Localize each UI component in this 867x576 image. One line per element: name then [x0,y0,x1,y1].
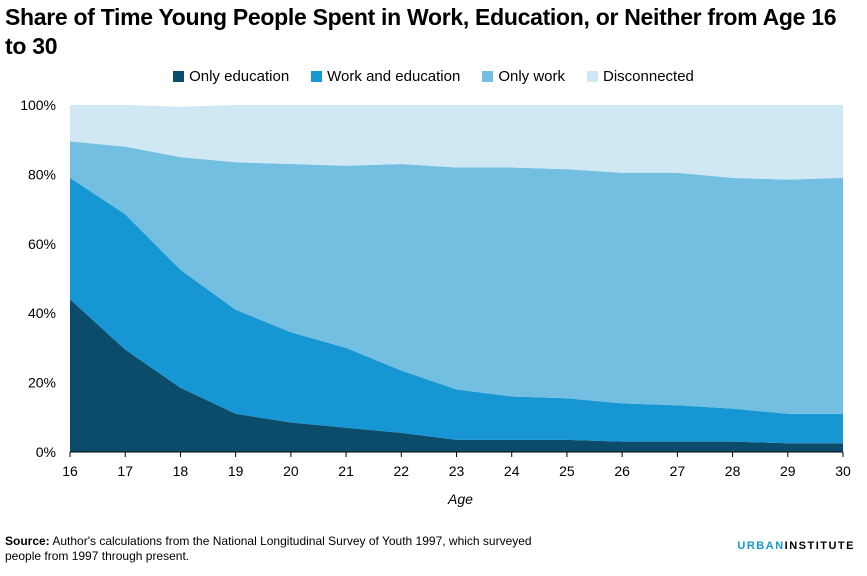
legend-swatch-only-work [482,71,494,82]
area-disconnected [70,105,843,180]
area-work-and-education [70,177,843,444]
brand-logo: URBANINSTITUTE [737,540,855,552]
source-text: Author's calculations from the National … [5,534,532,563]
legend-item-disconnected: Disconnected [587,68,694,85]
source-note: Source: Author's calculations from the N… [5,534,565,564]
x-axis-title: Age [447,491,473,507]
legend-item-work-and-education: Work and education [311,68,460,85]
x-tick-label: 19 [228,463,244,479]
legend-label-disconnected: Disconnected [603,68,694,85]
y-tick-label: 100% [20,97,56,113]
x-tick-label: 21 [338,463,354,479]
x-tick-label: 24 [504,463,520,479]
x-tick-label: 17 [117,463,133,479]
chart-legend: Only education Work and education Only w… [0,68,867,85]
legend-swatch-work-and-education [311,71,323,82]
x-tick-label: 29 [780,463,796,479]
legend-swatch-disconnected [587,71,598,82]
legend-item-only-education: Only education [173,68,289,85]
y-tick-label: 80% [28,166,56,182]
x-tick-label: 23 [449,463,465,479]
legend-label-only-education: Only education [189,68,290,85]
area-only-work [70,141,843,414]
x-tick-label: 28 [725,463,741,479]
x-tick-label: 20 [283,463,299,479]
legend-swatch-only-education [173,71,185,82]
y-tick-label: 60% [28,236,56,252]
y-tick-label: 20% [28,375,56,391]
x-tick-label: 22 [393,463,409,479]
x-tick-label: 18 [173,463,189,479]
y-tick-label: 40% [28,305,56,321]
legend-label-work-and-education: Work and education [327,68,461,85]
x-tick-label: 27 [670,463,686,479]
brand-part2: INSTITUTE [784,540,855,552]
chart-title: Share of Time Young People Spent in Work… [5,4,837,59]
legend-item-only-work: Only work [482,68,565,85]
brand-part1: URBAN [737,540,785,552]
x-tick-label: 26 [614,463,630,479]
area-only-education [70,299,843,452]
x-tick-label: 30 [835,463,851,479]
source-label: Source: [5,534,50,548]
legend-label-only-work: Only work [498,68,565,85]
x-tick-label: 16 [62,463,78,479]
x-tick-label: 25 [559,463,575,479]
y-tick-label: 0% [36,444,56,460]
